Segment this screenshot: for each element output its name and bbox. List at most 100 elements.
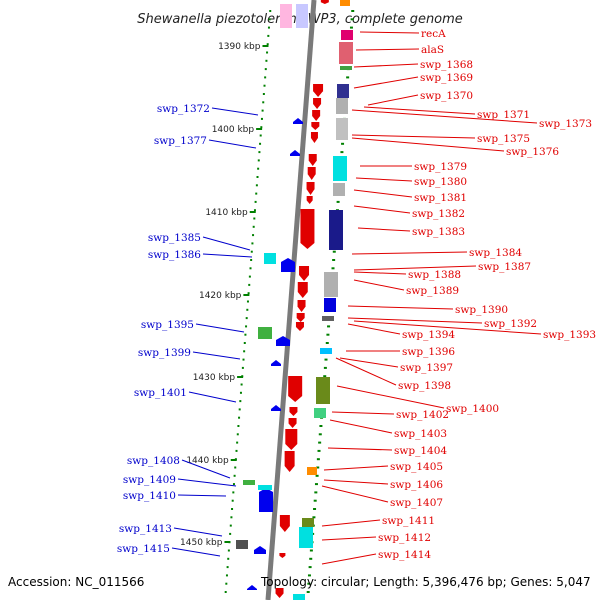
- feature-block: [314, 408, 326, 418]
- tick-dot: [255, 192, 258, 195]
- tick-dot: [247, 292, 250, 295]
- gene-label-right: swp_1381: [414, 192, 467, 204]
- label-leader: [353, 205, 411, 214]
- label-leader: [321, 485, 389, 503]
- gene-label-right: swp_1403: [394, 428, 447, 440]
- kbp-label: 1430 kbp: [193, 373, 236, 383]
- gene-label-left: swp_1377: [154, 135, 207, 147]
- tick-dot: [332, 250, 336, 253]
- feature-block: [324, 272, 338, 297]
- tick-dot: [332, 259, 336, 261]
- gene-label-right: swp_1404: [394, 445, 447, 457]
- tick-dot: [256, 176, 259, 178]
- gene-label-right: swp_1383: [412, 226, 465, 238]
- accession-text: Accession: NC_011566: [8, 575, 144, 589]
- label-leader: [202, 253, 253, 258]
- tick-dot: [312, 516, 316, 519]
- tick-dot: [346, 76, 350, 79]
- reverse-gene-arrow: [281, 258, 295, 272]
- forward-gene-arrow: [306, 182, 315, 195]
- tick-dot: [251, 242, 254, 245]
- tick-dot: [245, 325, 248, 328]
- label-leader: [323, 479, 389, 485]
- forward-gene-arrow: [313, 98, 322, 109]
- tick-dot: [259, 142, 262, 145]
- tick-dot: [234, 458, 237, 461]
- label-leader: [336, 385, 445, 409]
- tick-dot: [341, 142, 345, 145]
- tick-dot: [259, 134, 262, 137]
- forward-gene-arrow: [311, 122, 320, 130]
- gene-label-right: swp_1371: [477, 109, 530, 121]
- label-leader: [351, 251, 468, 255]
- label-leader: [353, 76, 419, 89]
- genome-backbone: [265, 0, 317, 600]
- forward-gene-arrow: [313, 84, 324, 97]
- gene-label-left: swp_1415: [117, 543, 170, 555]
- label-leader: [353, 320, 542, 335]
- label-leader: [202, 236, 251, 251]
- label-leader: [208, 139, 257, 149]
- kbp-label: 1450 kbp: [180, 538, 223, 548]
- label-leader: [321, 553, 377, 565]
- tick-dot: [331, 267, 335, 270]
- feature-block: [329, 210, 343, 250]
- forward-gene-arrow: [299, 266, 310, 281]
- tick-dot: [327, 325, 331, 328]
- label-leader: [331, 411, 395, 415]
- tick-dot: [350, 18, 354, 21]
- gene-label-left: swp_1410: [123, 490, 176, 502]
- tick-dot: [239, 391, 242, 394]
- reverse-gene-arrow: [271, 405, 281, 411]
- tick-dot: [229, 524, 232, 527]
- kbp-label: 1410 kbp: [205, 208, 248, 218]
- gene-label-right: swp_1394: [402, 329, 455, 341]
- label-leader: [359, 31, 420, 34]
- forward-gene-arrow: [297, 300, 306, 312]
- reverse-gene-arrow: [247, 585, 257, 590]
- tick-dot: [317, 449, 321, 452]
- forward-gene-arrow: [288, 418, 297, 428]
- forward-gene-arrow: [306, 196, 313, 204]
- tick-dot: [269, 10, 272, 12]
- kbp-label: 1390 kbp: [218, 42, 261, 52]
- tick-dot: [227, 557, 230, 560]
- gene-label-right: swp_1414: [378, 549, 431, 561]
- kbp-label: 1400 kbp: [212, 125, 255, 135]
- gene-label-left: swp_1399: [138, 347, 191, 359]
- tick-dot: [233, 474, 236, 477]
- feature-block: [307, 467, 317, 475]
- tick-dot: [225, 574, 228, 577]
- tick-dot: [262, 101, 265, 104]
- feature-block: [336, 98, 348, 114]
- reverse-gene-arrow: [276, 336, 290, 346]
- gene-label-left: swp_1413: [119, 523, 172, 535]
- gene-label-right: swp_1393: [543, 329, 596, 341]
- tick-dot: [248, 275, 251, 278]
- label-leader: [177, 494, 227, 497]
- forward-gene-arrow: [307, 167, 316, 180]
- gene-label-right: swp_1402: [396, 409, 449, 421]
- tick-dot: [235, 449, 238, 452]
- gene-label-right: swp_1388: [408, 269, 461, 281]
- label-leader: [321, 519, 381, 527]
- gene-label-right: swp_1397: [400, 362, 453, 374]
- left-gene-labels: swp_1372 swp_1377 swp_1385 swp_1386 swp_1395…: [117, 103, 259, 557]
- tick-dot: [265, 59, 268, 62]
- label-leader: [363, 106, 476, 115]
- label-leader: [181, 459, 231, 479]
- tick-dot: [249, 267, 252, 270]
- forward-gene-arrow: [275, 588, 284, 598]
- tick-dot: [253, 209, 256, 212]
- gene-label-right: alaS: [421, 44, 444, 56]
- gene-label-right: swp_1368: [420, 59, 473, 71]
- feature-block: [336, 118, 348, 140]
- feature-block: [264, 253, 276, 264]
- forward-gene-arrow: [312, 110, 321, 121]
- feature-block: [320, 348, 332, 354]
- kbp-scale: 1390 kbp 1400 kbp 1410 kbp 1420 kbp 1430 kbp…: [180, 42, 269, 548]
- label-leader: [177, 478, 237, 487]
- tick-dot: [349, 26, 353, 29]
- reverse-gene-arrow: [259, 488, 273, 512]
- forward-gene-arrow: [296, 313, 305, 322]
